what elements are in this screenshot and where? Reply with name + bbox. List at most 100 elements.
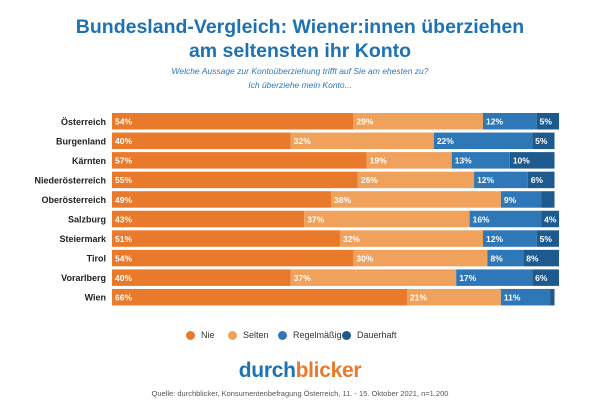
bar-segment-regelmäßig bbox=[433, 132, 533, 150]
bar-segment-dauerhaft bbox=[536, 113, 559, 130]
data-label: 49% bbox=[115, 195, 132, 205]
bar-segment-selten bbox=[339, 230, 484, 247]
bar-segment-nie bbox=[112, 210, 305, 228]
bar-segment-selten bbox=[407, 288, 501, 306]
data-label: 12% bbox=[486, 234, 503, 244]
bar-segment-nie bbox=[112, 152, 367, 169]
legend-item-selten: Selten bbox=[228, 328, 269, 342]
data-label: 32% bbox=[343, 234, 360, 244]
data-label: 19% bbox=[370, 156, 387, 166]
legend-marker bbox=[278, 330, 287, 340]
bar-segment-nie bbox=[112, 171, 358, 189]
data-label: 43% bbox=[115, 214, 132, 224]
chart-title-line-1: Bundesland-Vergleich: Wiener:innen überz… bbox=[75, 16, 525, 38]
chart-title: Bundesland-Vergleich: Wiener:innen überz… bbox=[0, 15, 600, 63]
category-label: Burgenland bbox=[56, 136, 106, 146]
bar-segment-dauerhaft bbox=[532, 269, 559, 286]
legend-label: Regelmäßig bbox=[293, 330, 342, 340]
data-label: 8% bbox=[526, 253, 539, 263]
bar-segment-regelmäßig bbox=[483, 113, 537, 130]
category-label: Salzburg bbox=[68, 215, 106, 225]
data-label: 9% bbox=[504, 195, 517, 205]
data-label: 5% bbox=[540, 117, 553, 127]
bar-segment-regelmäßig bbox=[456, 269, 533, 286]
legend-label: Dauerhaft bbox=[357, 330, 397, 340]
data-label: 30% bbox=[356, 253, 373, 263]
bar-segment-nie bbox=[112, 249, 354, 267]
bar-segment-dauerhaft bbox=[541, 210, 559, 228]
data-label: 38% bbox=[334, 195, 351, 205]
bar-segment-selten bbox=[304, 210, 470, 228]
data-label: 66% bbox=[115, 293, 132, 303]
legend-item-dauerhaft: Dauerhaft bbox=[342, 328, 397, 342]
survey-statement: Ich überziehe mein Konto... bbox=[248, 80, 352, 90]
source-note: Quelle: durchblicker, Konsumentenbefragu… bbox=[151, 389, 449, 398]
data-label: 29% bbox=[356, 117, 373, 127]
bar-segment-dauerhaft bbox=[527, 171, 555, 189]
legend-marker bbox=[342, 330, 351, 340]
bar-segment-nie bbox=[112, 269, 291, 286]
data-label: 10% bbox=[513, 156, 530, 166]
data-label: 5% bbox=[535, 136, 548, 146]
category-label: Oberösterreich bbox=[41, 195, 106, 205]
data-label: 5% bbox=[540, 234, 553, 244]
bar-segment-dauerhaft bbox=[550, 288, 555, 306]
bar-segment-selten bbox=[290, 132, 434, 150]
category-label: Vorarlberg bbox=[61, 273, 106, 283]
bar-segment-selten bbox=[331, 191, 501, 208]
bar-segment-selten bbox=[353, 249, 488, 267]
legend-item-nie: Nie bbox=[186, 328, 215, 342]
data-label: 32% bbox=[294, 136, 311, 146]
data-label: 16% bbox=[473, 214, 490, 224]
bar-segment-regelmäßig bbox=[469, 210, 542, 228]
category-label: Steiermark bbox=[59, 234, 107, 244]
data-label: 37% bbox=[307, 214, 324, 224]
bar-segment-regelmäßig bbox=[474, 171, 528, 189]
bar-segment-regelmäßig bbox=[500, 191, 542, 208]
bar-segment-selten bbox=[357, 171, 475, 189]
bar-segment-regelmäßig bbox=[483, 230, 537, 247]
bar-segment-selten bbox=[353, 113, 484, 130]
data-label: 17% bbox=[459, 273, 476, 283]
bar-segment-regelmäßig bbox=[451, 152, 510, 169]
legend-marker bbox=[186, 330, 195, 340]
legend-marker bbox=[228, 330, 237, 340]
brand-logo: durchblicker bbox=[0, 359, 600, 383]
data-label: 40% bbox=[115, 136, 132, 146]
data-label: 6% bbox=[535, 273, 548, 283]
bar-segment-dauerhaft bbox=[541, 191, 555, 208]
data-label: 8% bbox=[490, 253, 503, 263]
category-label: Kärnten bbox=[72, 156, 106, 166]
stacked-bar-chart: Österreich 54% 29% 12% 5% Burgenland 40% 32% 22%… bbox=[34, 113, 559, 306]
data-label: 54% bbox=[115, 253, 132, 263]
category-label: Wien bbox=[85, 293, 106, 303]
bar-segment-nie bbox=[112, 132, 291, 150]
data-label: 40% bbox=[115, 273, 132, 283]
bar-segment-nie bbox=[112, 288, 408, 306]
bar-segment-selten bbox=[366, 152, 452, 169]
brand-logo-part-1: durch bbox=[238, 359, 296, 382]
data-label: 54% bbox=[115, 117, 132, 127]
category-label: Niederösterreich bbox=[34, 175, 106, 185]
data-label: 37% bbox=[294, 273, 311, 283]
bar-segment-nie bbox=[112, 113, 354, 130]
data-label: 22% bbox=[437, 136, 454, 146]
bar-segment-dauerhaft bbox=[509, 152, 555, 169]
legend-label: Selten bbox=[243, 330, 269, 340]
bar-segment-nie bbox=[112, 230, 340, 247]
bar-segment-selten bbox=[290, 269, 457, 286]
brand-logo-part-2: blicker bbox=[295, 359, 362, 382]
data-label: 4% bbox=[544, 214, 557, 224]
data-label: 26% bbox=[361, 175, 378, 185]
data-label: 11% bbox=[504, 293, 521, 303]
data-label: 12% bbox=[477, 175, 494, 185]
data-label: 51% bbox=[115, 234, 132, 244]
data-label: 57% bbox=[115, 156, 132, 166]
data-label: 6% bbox=[531, 175, 544, 185]
survey-question: Welche Aussage zur Kontoüberziehung trif… bbox=[171, 66, 429, 76]
chart-title-line-2: am seltensten ihr Konto bbox=[188, 40, 412, 62]
bar-segment-dauerhaft bbox=[523, 249, 559, 267]
bar-segment-nie bbox=[112, 191, 332, 208]
category-label: Tirol bbox=[87, 254, 106, 264]
data-label: 13% bbox=[455, 156, 472, 166]
